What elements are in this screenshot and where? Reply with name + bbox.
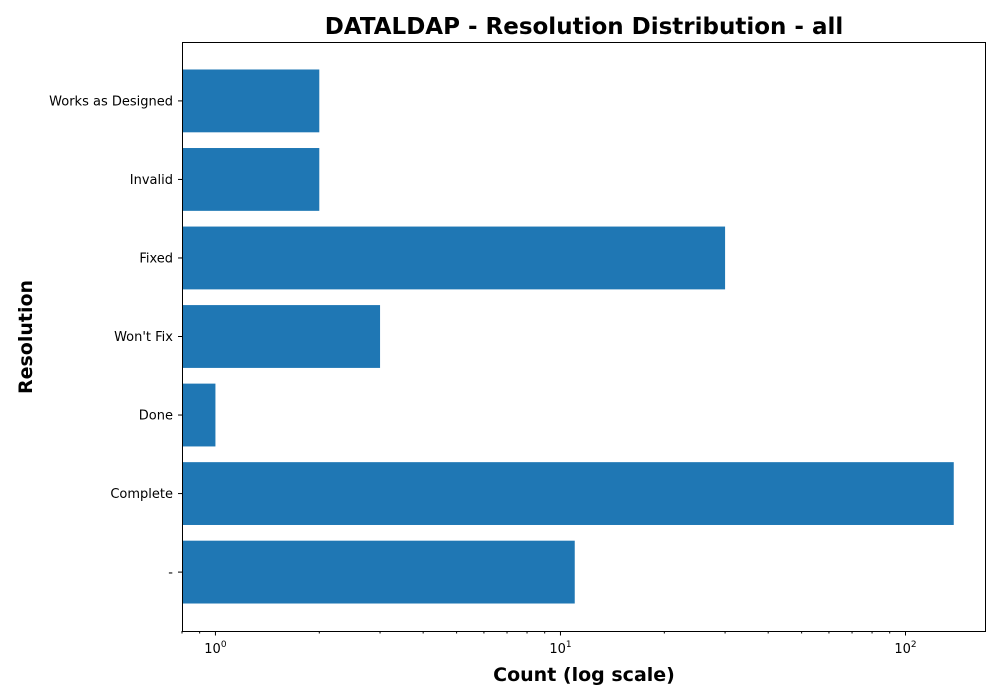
bar-2 bbox=[182, 383, 216, 447]
chart-title: DATALDAP - Resolution Distribution - all bbox=[325, 14, 844, 40]
y-tick-label-1: Complete bbox=[110, 487, 173, 502]
bar-0 bbox=[182, 540, 575, 604]
x-tick-label-0: 100 bbox=[204, 640, 227, 657]
bar-5 bbox=[182, 148, 320, 211]
y-tick-label-3: Won't Fix bbox=[114, 330, 173, 345]
y-tick-label-0: - bbox=[168, 566, 173, 581]
y-axis-label: Resolution bbox=[15, 280, 37, 394]
y-axis: - Complete Done Won't Fix Fixed Invalid Works … bbox=[49, 94, 182, 581]
y-tick-label-5: Invalid bbox=[130, 173, 173, 188]
y-tick-label-4: Fixed bbox=[139, 251, 173, 266]
y-tick-label-6: Works as Designed bbox=[49, 94, 173, 109]
x-tick-label-2: 102 bbox=[894, 640, 916, 657]
bar-4 bbox=[182, 226, 726, 290]
x-axis: 100 101 102 bbox=[181, 631, 917, 657]
bars-group bbox=[182, 69, 954, 604]
x-axis-label: Count (log scale) bbox=[493, 664, 675, 686]
bar-1 bbox=[182, 462, 954, 525]
bar-3 bbox=[182, 305, 381, 368]
y-tick-label-2: Done bbox=[139, 409, 173, 424]
plot-frame bbox=[182, 42, 986, 632]
bar-6 bbox=[182, 69, 320, 133]
x-tick-label-1: 101 bbox=[549, 640, 571, 657]
